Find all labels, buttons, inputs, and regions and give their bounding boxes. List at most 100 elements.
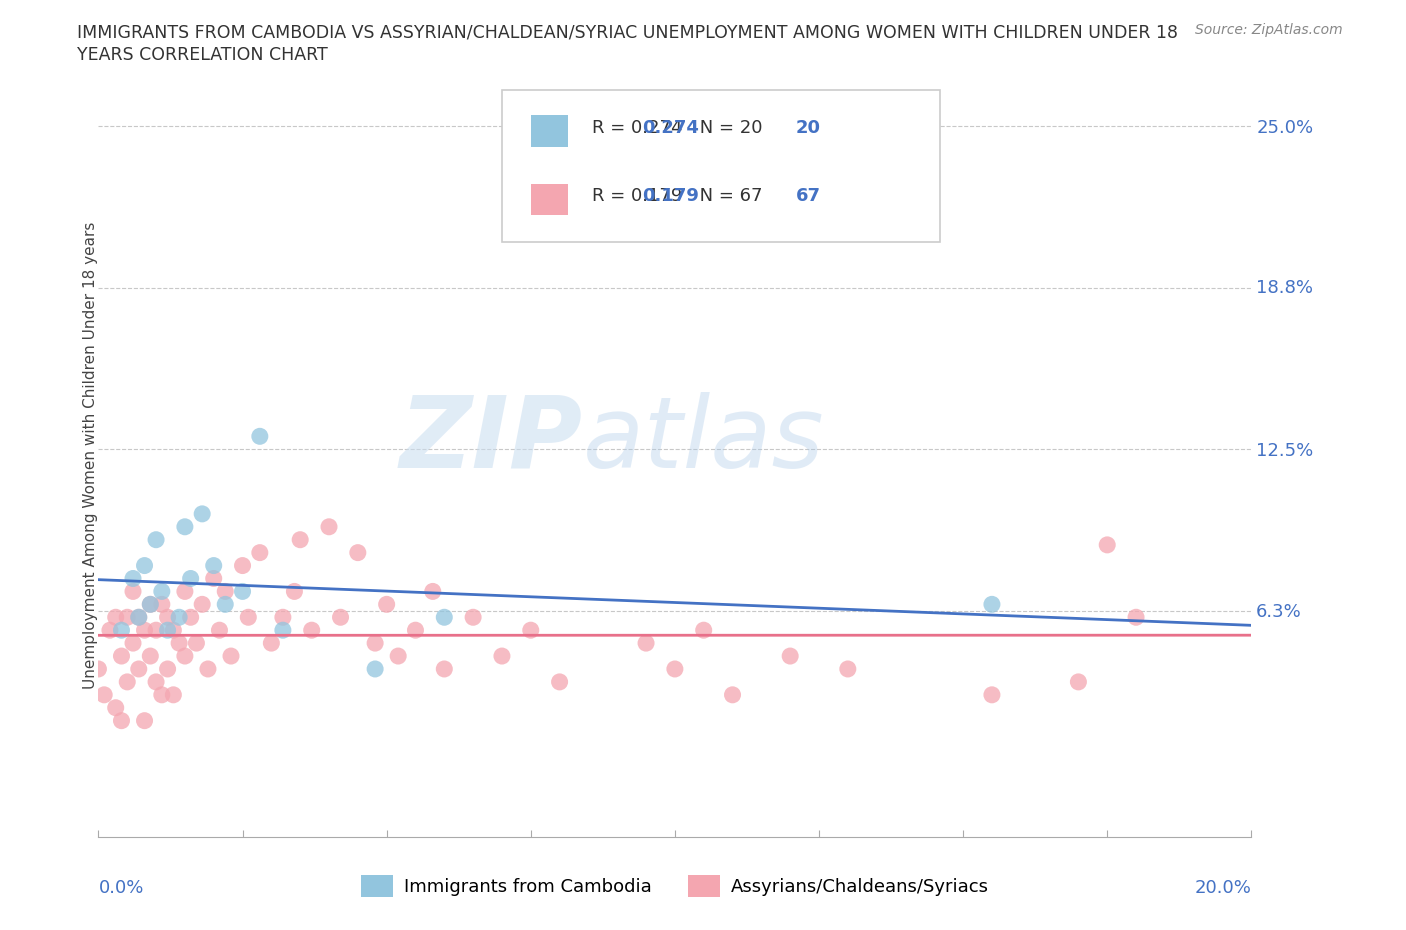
- Point: [145, 532, 167, 547]
- Point: [260, 636, 283, 651]
- Point: [231, 584, 254, 599]
- Point: [156, 610, 179, 625]
- Point: [664, 661, 686, 676]
- Point: [174, 584, 197, 599]
- Point: [461, 610, 484, 625]
- Point: [186, 636, 208, 651]
- Point: [202, 571, 225, 586]
- Point: [219, 648, 242, 663]
- Point: [134, 623, 156, 638]
- Point: [139, 597, 162, 612]
- Point: [167, 636, 190, 651]
- Point: [156, 661, 179, 676]
- Point: [122, 571, 145, 586]
- Text: 0.274: 0.274: [643, 119, 699, 137]
- Point: [139, 648, 162, 663]
- Point: [249, 545, 271, 560]
- Text: R = 0.274   N = 20: R = 0.274 N = 20: [592, 119, 762, 137]
- Point: [283, 584, 305, 599]
- Point: [837, 661, 859, 676]
- Point: [87, 661, 110, 676]
- Point: [128, 661, 150, 676]
- Point: [433, 661, 456, 676]
- Point: [693, 623, 716, 638]
- Point: [271, 623, 294, 638]
- Point: [104, 700, 127, 715]
- FancyBboxPatch shape: [502, 89, 941, 242]
- Text: YEARS CORRELATION CHART: YEARS CORRELATION CHART: [77, 46, 328, 64]
- Point: [405, 623, 427, 638]
- Point: [191, 597, 214, 612]
- Point: [145, 623, 167, 638]
- Point: [174, 519, 197, 534]
- Point: [364, 636, 387, 651]
- FancyBboxPatch shape: [531, 184, 568, 216]
- Text: R = 0.179   N = 67: R = 0.179 N = 67: [592, 188, 762, 206]
- Point: [779, 648, 801, 663]
- Point: [981, 687, 1004, 702]
- Point: [197, 661, 219, 676]
- Point: [214, 597, 236, 612]
- Point: [1097, 538, 1119, 552]
- Y-axis label: Unemployment Among Women with Children Under 18 years: Unemployment Among Women with Children U…: [83, 222, 97, 689]
- Point: [167, 610, 190, 625]
- Point: [721, 687, 744, 702]
- Text: 20.0%: 20.0%: [1195, 879, 1251, 897]
- Point: [128, 610, 150, 625]
- Point: [375, 597, 398, 612]
- Legend: Immigrants from Cambodia, Assyrians/Chaldeans/Syriacs: Immigrants from Cambodia, Assyrians/Chal…: [353, 868, 997, 904]
- Point: [117, 674, 139, 689]
- Point: [150, 597, 173, 612]
- Point: [1067, 674, 1090, 689]
- Point: [318, 519, 340, 534]
- Point: [387, 648, 409, 663]
- Point: [329, 610, 352, 625]
- Point: [117, 610, 139, 625]
- Point: [191, 507, 214, 522]
- Point: [110, 713, 132, 728]
- Point: [156, 623, 179, 638]
- FancyBboxPatch shape: [531, 115, 568, 147]
- Point: [134, 558, 156, 573]
- Text: 20: 20: [796, 119, 821, 137]
- Text: 67: 67: [796, 188, 821, 206]
- Point: [208, 623, 231, 638]
- Point: [249, 429, 271, 444]
- Point: [128, 610, 150, 625]
- Point: [422, 584, 444, 599]
- Point: [301, 623, 323, 638]
- Point: [98, 623, 121, 638]
- Point: [93, 687, 115, 702]
- Text: IMMIGRANTS FROM CAMBODIA VS ASSYRIAN/CHALDEAN/SYRIAC UNEMPLOYMENT AMONG WOMEN WI: IMMIGRANTS FROM CAMBODIA VS ASSYRIAN/CHA…: [77, 23, 1178, 41]
- Point: [981, 597, 1004, 612]
- Point: [364, 661, 387, 676]
- Point: [162, 623, 184, 638]
- Point: [150, 584, 173, 599]
- Point: [110, 648, 132, 663]
- Text: 0.0%: 0.0%: [98, 879, 143, 897]
- Point: [548, 674, 571, 689]
- Point: [271, 610, 294, 625]
- Point: [104, 610, 127, 625]
- Point: [174, 648, 197, 663]
- Point: [180, 610, 202, 625]
- Text: Source: ZipAtlas.com: Source: ZipAtlas.com: [1195, 23, 1343, 37]
- Point: [238, 610, 260, 625]
- Point: [346, 545, 368, 560]
- Point: [122, 584, 145, 599]
- Point: [122, 636, 145, 651]
- Point: [433, 610, 456, 625]
- Point: [1125, 610, 1147, 625]
- Point: [214, 584, 236, 599]
- Point: [110, 623, 132, 638]
- Point: [139, 597, 162, 612]
- Point: [202, 558, 225, 573]
- Point: [145, 674, 167, 689]
- Point: [180, 571, 202, 586]
- Point: [520, 623, 543, 638]
- Point: [162, 687, 184, 702]
- Text: ZIP: ZIP: [399, 392, 582, 489]
- Point: [150, 687, 173, 702]
- Point: [290, 532, 312, 547]
- Text: atlas: atlas: [582, 392, 824, 489]
